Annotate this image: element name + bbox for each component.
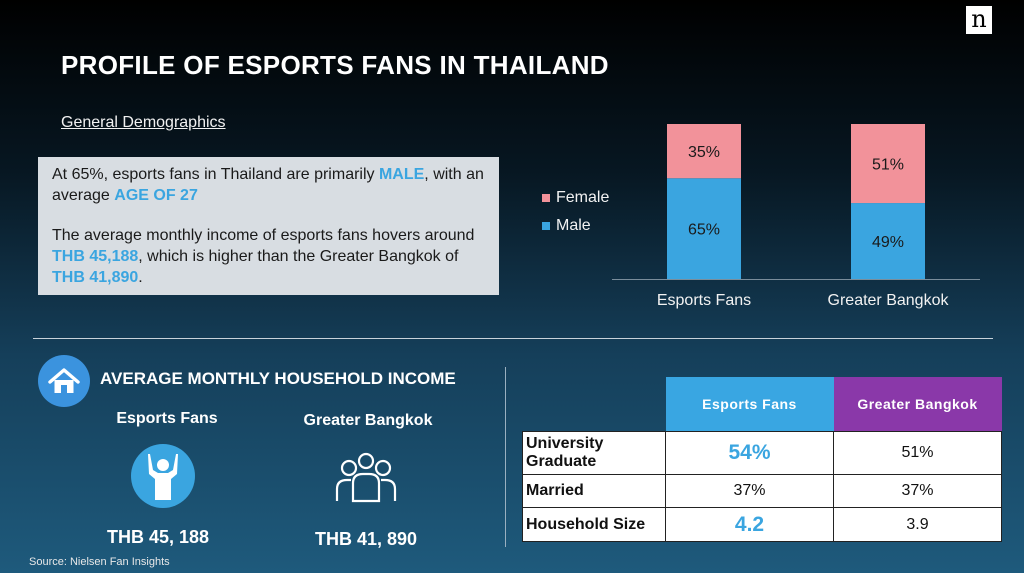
- cell-university-bangkok: 51%: [833, 431, 1002, 475]
- summary-paragraph-income: The average monthly income of esports fa…: [52, 225, 485, 288]
- summary-box: At 65%, esports fans in Thailand are pri…: [38, 157, 499, 295]
- highlight-income-esports: THB 45,188: [52, 248, 139, 265]
- page-title: PROFILE OF ESPORTS FANS IN THAILAND: [61, 50, 609, 80]
- summary-text: At 65%, esports fans in Thailand are pri…: [52, 166, 379, 183]
- bar-male-1: [851, 203, 925, 279]
- summary-text: , with an average: [52, 166, 484, 204]
- gender-stacked-bar-chart: 65% 35% Esports Fans 49% 51% Greater Bangkok: [612, 124, 980, 309]
- summary-text: .: [138, 269, 143, 286]
- cell-married-bangkok: 37%: [833, 474, 1002, 508]
- row-label-married: Married: [522, 474, 666, 508]
- esports-fans-label: Esports Fans: [116, 410, 218, 427]
- summary-text: The average monthly income of esports fa…: [52, 227, 475, 244]
- bar-female-1: [851, 124, 925, 204]
- comparison-table: Esports Fans Greater Bangkok University …: [522, 377, 1002, 542]
- highlight-male: MALE: [378, 166, 425, 183]
- horizontal-divider: [33, 338, 993, 339]
- summary-text: , which is higher than the Greater Bangk…: [138, 248, 459, 265]
- greater-bangkok-label: Greater Bangkok: [303, 412, 433, 429]
- bar-male-0: [667, 178, 741, 279]
- table-corner: [523, 377, 666, 432]
- summary-paragraph-gender: At 65%, esports fans in Thailand are pri…: [52, 164, 485, 206]
- x-tick-label: Greater Bangkok: [828, 292, 950, 309]
- cell-married-esports: 37%: [665, 474, 834, 508]
- cell-household-esports: 4.2: [665, 507, 834, 542]
- house-icon: [38, 355, 90, 407]
- table-header-row: Esports Fans Greater Bangkok: [523, 377, 1002, 432]
- cell-university-esports: 54%: [665, 431, 834, 475]
- table-row: University Graduate 54% 51%: [522, 431, 1002, 475]
- cell-household-bangkok: 3.9: [833, 507, 1002, 542]
- data-label: 35%: [688, 144, 720, 161]
- group-of-people-icon: [333, 451, 399, 505]
- bar-female-0: [667, 124, 741, 179]
- data-label: 65%: [688, 222, 720, 239]
- legend-swatch-male: [542, 221, 550, 230]
- legend-female: Female: [542, 189, 609, 207]
- highlight-age: AGE OF 27: [114, 187, 198, 204]
- bangkok-income-value: THB 41, 890: [314, 529, 418, 549]
- legend-label-male: Male: [556, 217, 591, 234]
- source-note: Source: Nielsen Fan Insights: [29, 556, 170, 568]
- table-row: Household Size 4.2 3.9: [522, 507, 1002, 542]
- legend-swatch-female: [542, 193, 550, 202]
- vertical-divider: [505, 367, 506, 547]
- legend-label-female: Female: [556, 189, 610, 206]
- table-header-esports: Esports Fans: [665, 377, 834, 432]
- x-tick-label: Esports Fans: [657, 292, 751, 309]
- table-header-bangkok: Greater Bangkok: [833, 377, 1002, 432]
- data-label: 51%: [872, 157, 904, 174]
- esports-income-value: THB 45, 188: [106, 527, 210, 547]
- highlight-income-bangkok: THB 41,890: [52, 269, 139, 286]
- income-section-title: AVERAGE MONTHLY HOUSEHOLD INCOME: [100, 369, 456, 388]
- section-subtitle: General Demographics: [61, 114, 226, 131]
- data-label: 49%: [872, 234, 904, 251]
- cheering-person-icon: [131, 444, 195, 508]
- row-label-university: University Graduate: [522, 431, 666, 475]
- table-row: Married 37% 37%: [522, 474, 1002, 508]
- row-label-household-size: Household Size: [522, 507, 666, 542]
- legend-male: Male: [542, 217, 591, 235]
- nielsen-logo: n: [966, 6, 992, 34]
